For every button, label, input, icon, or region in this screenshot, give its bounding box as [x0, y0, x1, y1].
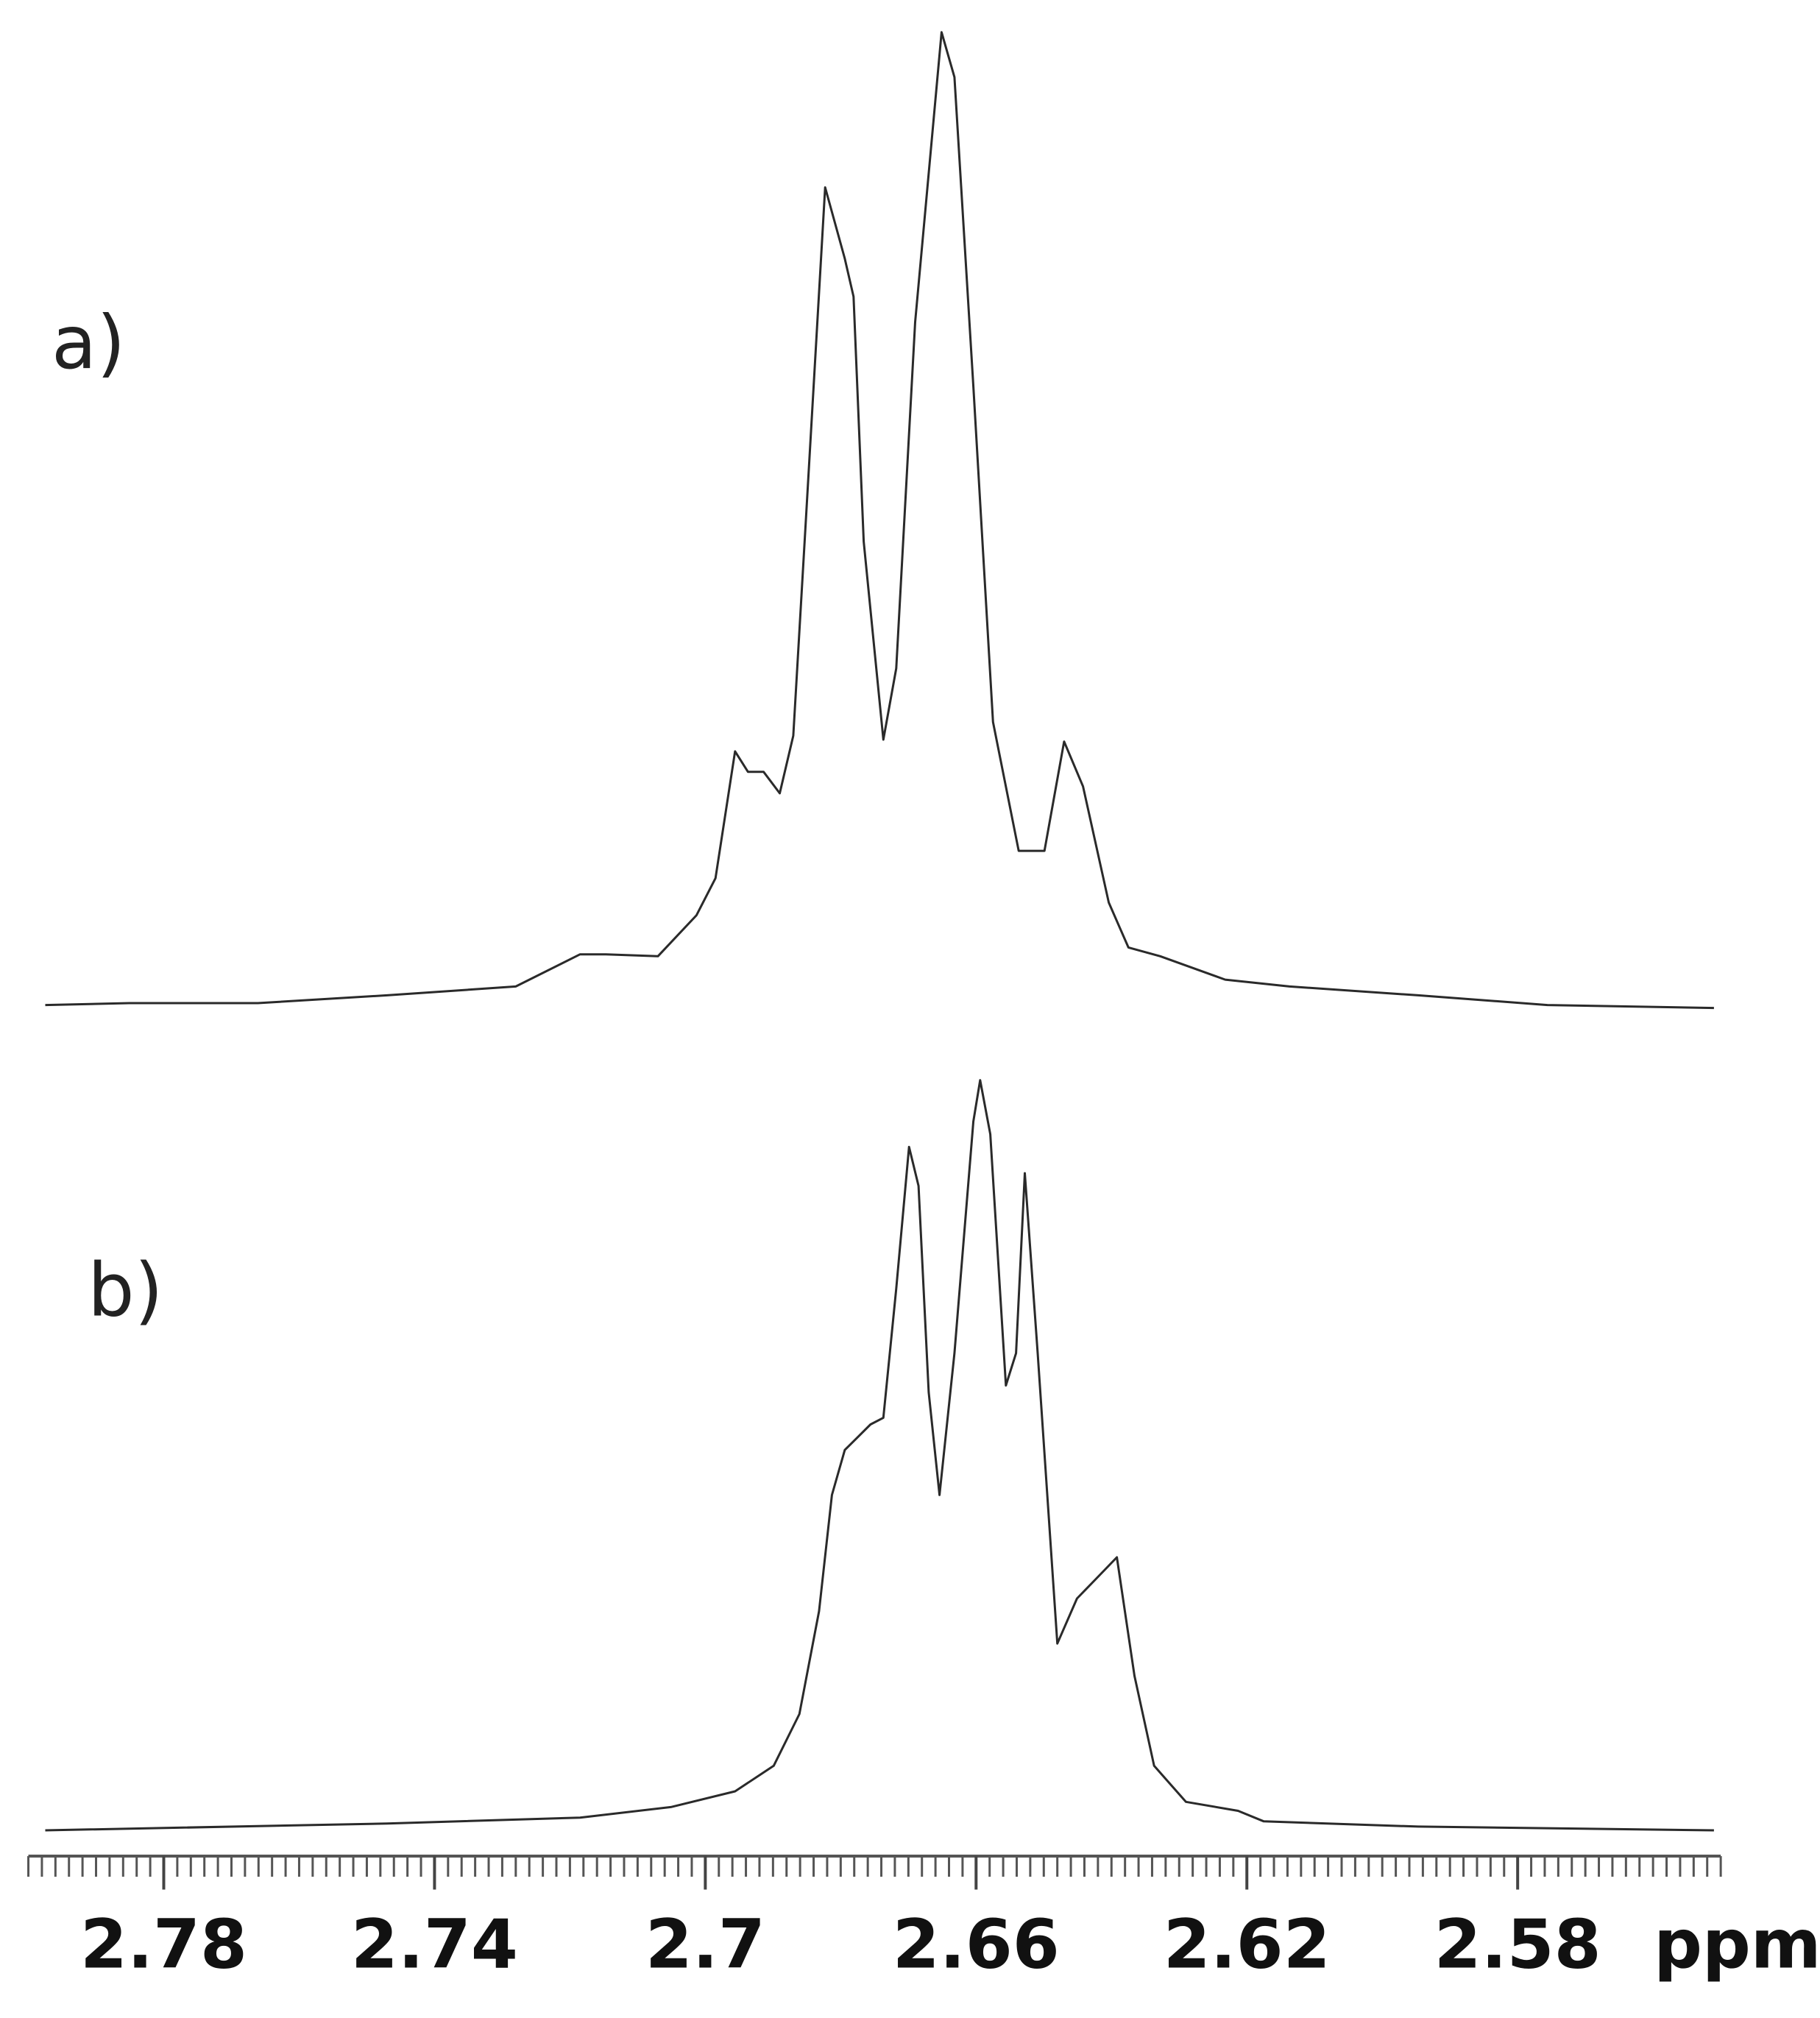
panel-label: b) — [88, 1247, 163, 1334]
x-tick-label: 2.66 — [893, 1905, 1060, 1983]
x-tick-label: 2.62 — [1164, 1905, 1331, 1983]
spectrum-line — [45, 1079, 1714, 1832]
x-tick-label: 2.78 — [80, 1905, 247, 1983]
x-tick-label: 2.7 — [645, 1905, 765, 1983]
x-tick-label: 2.58 — [1434, 1905, 1601, 1983]
panel-label: a) — [52, 300, 125, 386]
x-tick-label: 2.74 — [351, 1905, 518, 1983]
spectrum-line — [45, 31, 1714, 1010]
x-axis-label: ppm — [1654, 1905, 1820, 1983]
